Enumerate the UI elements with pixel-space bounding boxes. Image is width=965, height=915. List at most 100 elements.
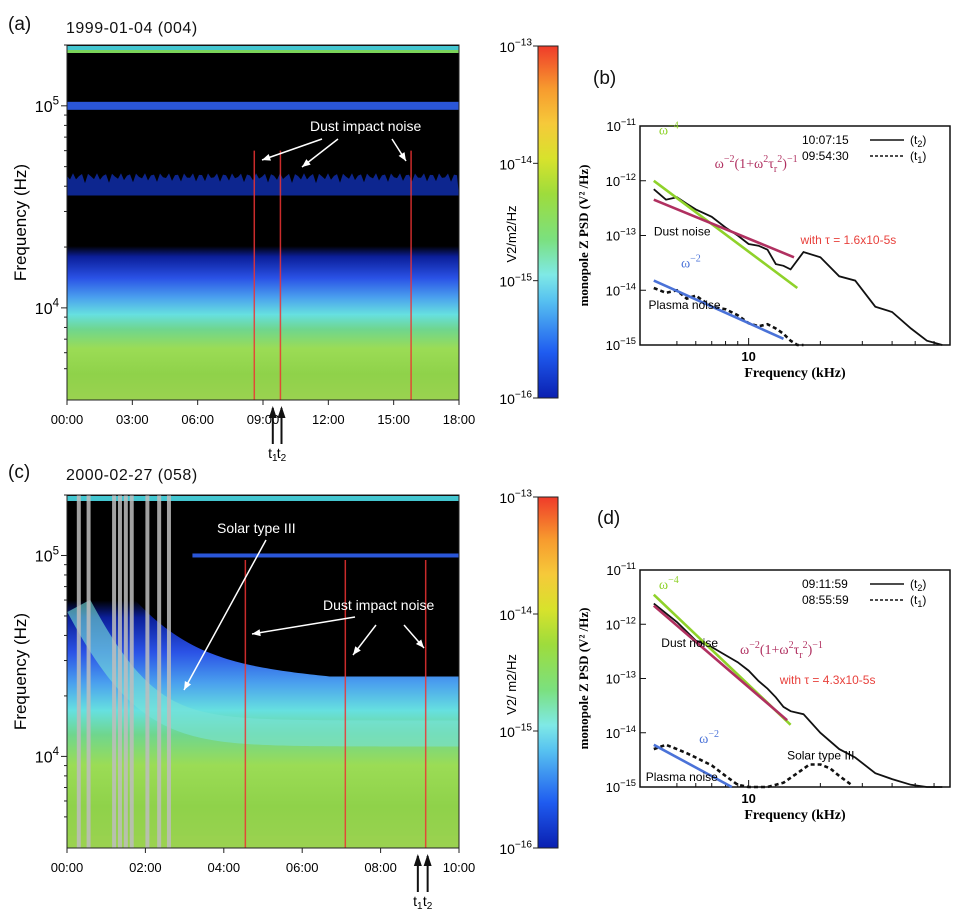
- annotation-solar-type-iii: Solar type III: [217, 520, 296, 536]
- data-gap-bar-7: [157, 495, 162, 848]
- plot-frame: [639, 569, 951, 788]
- x-tick-label-6: 18:00: [443, 412, 476, 427]
- plot-frame: [639, 125, 951, 346]
- data-gap-bar-2: [112, 495, 117, 848]
- series-line-0: [653, 602, 943, 788]
- x-axis-label: Frequency (kHz): [744, 808, 846, 823]
- model-formula-label: ω−2(1+ω2τr2)−1: [740, 640, 823, 661]
- x-tick-label-1: 02:00: [129, 860, 162, 875]
- data-gap-bar-6: [145, 495, 150, 848]
- low-band: [67, 836, 459, 848]
- annotation-arrow-c-2-head: [353, 646, 361, 655]
- panel-label-d: (d): [597, 508, 621, 529]
- type-iii-ridge: [67, 599, 460, 747]
- dust-noise-label: Dust noise: [654, 225, 711, 239]
- panel-label-c: (c): [8, 462, 31, 483]
- x-tick-label-2: 04:00: [208, 860, 241, 875]
- colorbar-gradient: [537, 496, 559, 849]
- x-tick-label-4: 08:00: [364, 860, 397, 875]
- legend-tag-1: (t1): [910, 593, 926, 609]
- annotation-arrow-c-1: [251, 616, 356, 635]
- model-formula-label: ω−2(1+ω2τr2)−1: [715, 154, 798, 175]
- y-tick-label-0: 10−11: [606, 561, 636, 578]
- legend-time-1: 09:54:30: [802, 149, 849, 163]
- data-gap-bar-5: [129, 495, 134, 848]
- solar-type-iii-region: [67, 504, 459, 848]
- plot-frame: [66, 494, 460, 849]
- line-100khz: [192, 553, 459, 558]
- top-band-2: [67, 50, 459, 53]
- tau-value-label: with τ = 1.6x10-5s: [799, 233, 896, 247]
- title-a: 1999-01-04 (004): [66, 20, 198, 37]
- legend-tag-0: (t2): [910, 577, 926, 593]
- data-gap-bar-3: [117, 495, 122, 848]
- dust-noise-label: Dust noise: [661, 636, 718, 650]
- annotation-arrow-c-solar-head: [184, 681, 192, 690]
- colorbar-label: V2/ m2/Hz: [504, 654, 519, 715]
- data-gap-bar-8: [166, 495, 171, 848]
- x-tick-label-1: 03:00: [116, 412, 149, 427]
- y-tick-label-3: 10−14: [606, 724, 636, 741]
- series-line-2: [653, 179, 799, 290]
- legend-time-1: 08:55:59: [802, 593, 849, 607]
- title-c: 2000-02-27 (058): [66, 467, 198, 484]
- y-axis-label: Frequency (Hz): [11, 164, 30, 281]
- annotation-arrow-c-solar: [183, 539, 267, 691]
- annotation-dust-impact-c: Dust impact noise: [323, 597, 434, 613]
- annotation-arrow-a-1-head: [262, 153, 271, 161]
- y-axis-label: Frequency (Hz): [11, 613, 30, 730]
- x-tick-label-0: 10: [741, 349, 755, 364]
- y-tick-label-1: 10−12: [606, 615, 636, 632]
- x-tick-label-0: 00:00: [51, 860, 84, 875]
- top-band: [67, 496, 459, 501]
- tau-value-label: with τ = 4.3x10-5s: [779, 673, 876, 687]
- colorbar-label: V2/m2/Hz: [504, 205, 519, 262]
- series-line-0: [653, 188, 943, 346]
- solar-type-iii-label: Solar type III: [787, 749, 854, 763]
- emission-band: [67, 186, 459, 400]
- plasma-noise-label: Plasma noise: [646, 770, 718, 784]
- x-tick-label-0: 00:00: [51, 412, 84, 427]
- series-line-4: [653, 279, 785, 340]
- plasma-noise-label: Plasma noise: [649, 298, 721, 312]
- top-band: [67, 46, 459, 50]
- marker-arrowhead-t1: [268, 406, 277, 418]
- legend-time-0: 10:07:15: [802, 133, 849, 147]
- annotation-arrow-c-1-head: [252, 629, 261, 637]
- marker-arrowhead-t2: [277, 406, 286, 418]
- marker-label-t1: t1: [413, 893, 423, 912]
- panel-label-a: (a): [8, 14, 32, 35]
- marker-label-t2: t2: [423, 893, 433, 912]
- noise-edge: [67, 173, 459, 196]
- x-tick-label-0: 10: [741, 791, 755, 806]
- series-line-3: [653, 198, 795, 259]
- data-gap-bar-0: [76, 495, 81, 848]
- x-axis-label: Frequency (kHz): [744, 366, 846, 381]
- annotation-arrow-a-2-head: [302, 159, 311, 167]
- x-tick-label-3: 06:00: [286, 860, 319, 875]
- annotation-arrow-a-1: [261, 138, 323, 161]
- marker-arrowhead-t1: [413, 854, 422, 866]
- marker-label-t2: t2: [277, 445, 287, 464]
- y-axis-label: monopole Z PSD (V² /Hz): [576, 608, 591, 750]
- legend-tag-1: (t1): [910, 149, 926, 165]
- annotation-arrow-c-3-head: [415, 639, 424, 648]
- series-line-3: [652, 604, 788, 722]
- marker-arrowhead-t2: [423, 854, 432, 866]
- x-tick-label-5: 15:00: [377, 412, 410, 427]
- line-100khz: [67, 101, 459, 110]
- x-tick-label-2: 06:00: [181, 412, 214, 427]
- legend-tag-0: (t2): [910, 133, 926, 149]
- annotation-arrow-a-3-head: [398, 152, 406, 161]
- marker-label-t1: t1: [268, 445, 278, 464]
- colorbar-gradient: [537, 45, 559, 399]
- y-axis-label: monopole Z PSD (V² /Hz): [576, 165, 591, 307]
- data-gap-bar-4: [123, 495, 128, 848]
- y-tick-label-4: 10−15: [606, 778, 636, 795]
